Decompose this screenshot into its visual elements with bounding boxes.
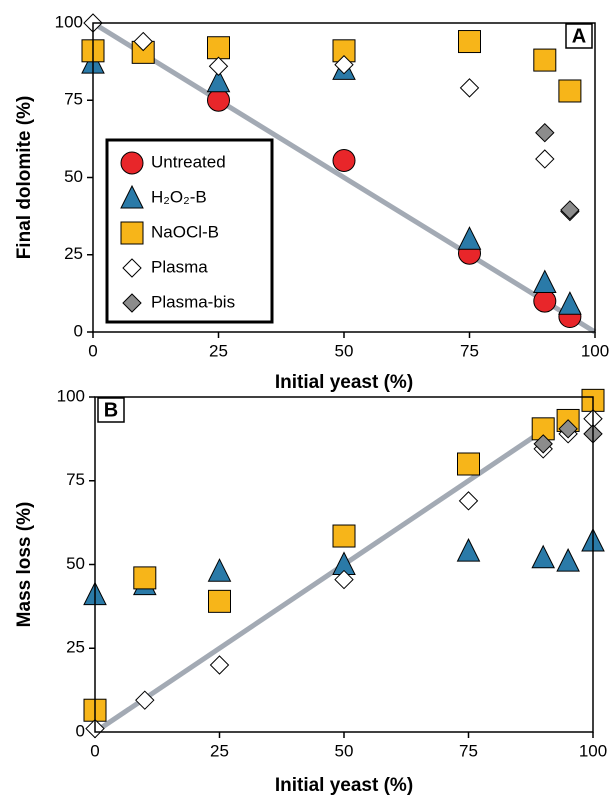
marker-triangle — [120, 184, 144, 209]
y-axis-title: Mass loss (%) — [14, 502, 35, 628]
marker-triangle — [457, 226, 482, 250]
fit-line — [91, 20, 597, 335]
y-tick-label: 25 — [64, 244, 83, 263]
legend-label: Untreated — [151, 152, 226, 171]
x-axis-title: Initial yeast (%) — [275, 372, 413, 393]
marker-square — [120, 221, 144, 245]
x-tick-label: 50 — [335, 741, 354, 760]
marker-triangle — [558, 291, 582, 315]
marker-diamond — [458, 491, 479, 511]
marker-square — [207, 36, 230, 60]
marker-circle — [120, 151, 144, 175]
marker-circle — [533, 289, 557, 313]
x-tick-label: 0 — [88, 341, 97, 360]
panel-label-box — [565, 23, 593, 49]
marker-triangle — [207, 558, 232, 582]
legend-label: Plasma-bis — [151, 292, 235, 311]
y-tick-label: 100 — [55, 12, 83, 31]
marker-triangle — [556, 548, 580, 572]
y-axis-title: Final dolomite (%) — [14, 96, 35, 260]
marker-square — [208, 589, 231, 613]
y-tick-label: 75 — [64, 90, 83, 109]
x-tick-label: 75 — [460, 341, 479, 360]
marker-diamond — [334, 569, 354, 590]
x-tick-label: 25 — [210, 741, 229, 760]
marker-triangle — [456, 537, 481, 562]
marker-triangle — [532, 269, 557, 294]
marker-diamond — [133, 31, 153, 52]
plot-frame — [92, 22, 596, 333]
y-tick-label: 100 — [57, 386, 85, 405]
x-tick-label: 75 — [459, 741, 478, 760]
y-tick-label: 0 — [76, 721, 85, 740]
panel-label: A — [572, 25, 586, 47]
marker-triangle — [531, 544, 556, 569]
marker-diamond — [122, 258, 142, 278]
x-tick-label: 0 — [90, 741, 99, 760]
marker-diamond — [208, 56, 229, 76]
x-tick-label: 100 — [579, 741, 607, 760]
marker-circle — [207, 88, 230, 112]
legend-label: NaOCl-B — [151, 222, 219, 241]
y-tick-label: 0 — [74, 321, 83, 340]
plot-frame — [94, 396, 594, 733]
marker-square — [533, 48, 557, 72]
marker-diamond — [535, 122, 555, 143]
marker-square — [457, 452, 480, 476]
panel-label-box — [97, 397, 125, 423]
marker-diamond — [209, 655, 230, 675]
y-tick-label: 50 — [64, 167, 83, 186]
marker-diamond — [135, 690, 155, 710]
x-tick-label: 50 — [335, 341, 354, 360]
marker-triangle — [206, 68, 231, 93]
y-tick-label: 50 — [66, 554, 85, 573]
marker-diamond — [334, 55, 354, 75]
panel-label: B — [104, 399, 118, 421]
fit-line — [93, 421, 555, 735]
x-axis-title: Initial yeast (%) — [275, 775, 413, 796]
marker-square — [458, 30, 481, 54]
marker-diamond — [459, 78, 480, 98]
marker-square — [133, 566, 157, 590]
marker-square — [332, 524, 356, 548]
marker-diamond — [535, 149, 555, 169]
legend-label: H₂O₂-B — [151, 187, 207, 206]
y-tick-label: 25 — [66, 638, 85, 657]
legend-label: Plasma — [151, 257, 208, 276]
marker-diamond — [122, 293, 142, 313]
marker-circle — [332, 149, 356, 173]
marker-diamond — [533, 434, 553, 454]
marker-square — [558, 79, 582, 103]
x-tick-label: 100 — [581, 341, 609, 360]
marker-diamond — [558, 419, 578, 439]
y-tick-label: 75 — [66, 470, 85, 489]
marker-diamond — [560, 200, 580, 220]
x-tick-label: 25 — [209, 341, 228, 360]
